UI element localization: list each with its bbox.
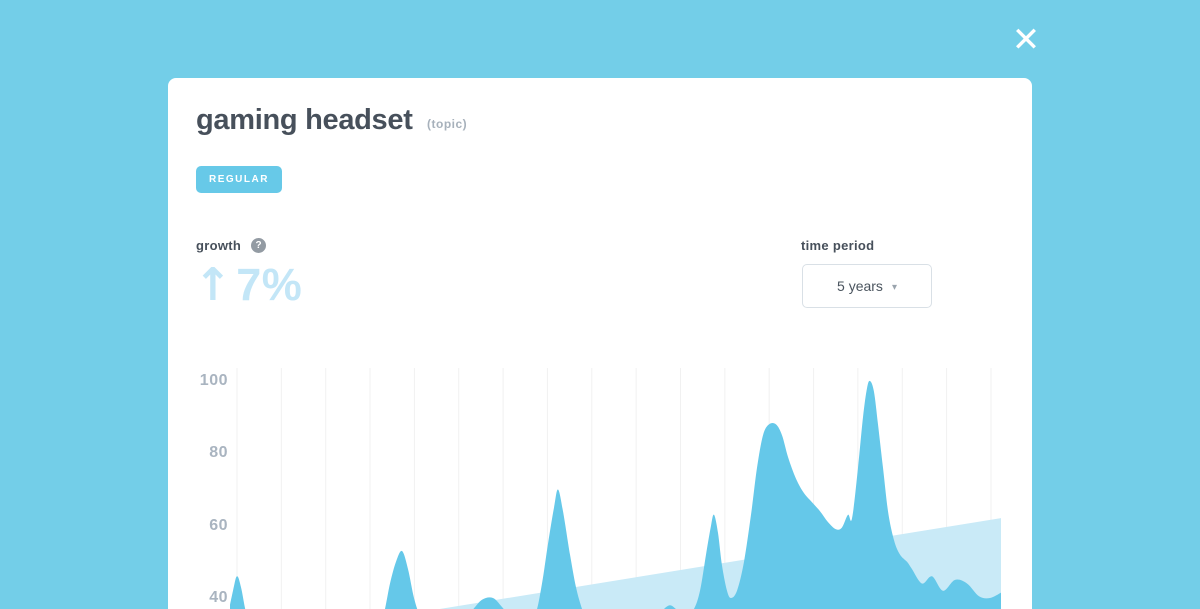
- topic-type-label: (topic): [427, 117, 468, 131]
- growth-percent: 7%: [236, 259, 303, 310]
- up-arrow-icon: ↑: [194, 258, 233, 311]
- growth-label: growth: [196, 238, 242, 253]
- time-period-value: 5 years: [837, 278, 883, 294]
- chart-y-axis: 100 80 60 40: [168, 368, 228, 609]
- page-title: gaming headset: [196, 104, 413, 136]
- y-tick-label: 40: [209, 589, 228, 606]
- y-tick-label: 80: [209, 444, 228, 462]
- chevron-down-icon: ▾: [891, 281, 897, 293]
- topic-detail-card: gaming headset (topic) REGULAR growth ? …: [168, 78, 1032, 609]
- time-period-select[interactable]: 5 years ▾: [802, 264, 932, 308]
- status-badge: REGULAR: [196, 166, 282, 193]
- interest-area: [230, 380, 1001, 609]
- close-icon[interactable]: ✕: [1004, 18, 1048, 62]
- help-icon[interactable]: ?: [251, 238, 266, 253]
- time-period-label: time period: [801, 238, 875, 253]
- growth-value: ↑7%: [194, 258, 302, 311]
- y-tick-label: 100: [199, 372, 228, 389]
- y-tick-label: 60: [209, 516, 228, 534]
- chart-plot: [230, 368, 1001, 609]
